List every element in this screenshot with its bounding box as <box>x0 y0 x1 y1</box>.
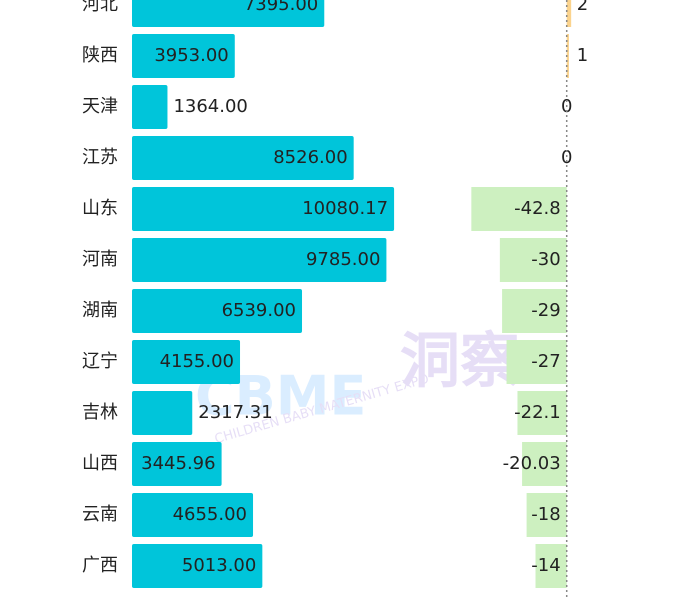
value-label: 4155.00 <box>160 351 234 372</box>
bar <box>132 289 303 333</box>
value-label: -22.1 <box>514 402 561 423</box>
bar <box>132 391 193 435</box>
value-label: 5013.00 <box>182 555 256 576</box>
bar <box>566 0 572 27</box>
bar <box>132 34 235 78</box>
bar <box>499 238 567 282</box>
bar <box>132 442 222 486</box>
value-label: 9785.00 <box>306 249 380 270</box>
category-label: 江苏 <box>82 147 118 168</box>
value-label: 8526.00 <box>273 147 347 168</box>
category-label: 广西 <box>82 555 118 576</box>
bar <box>132 0 325 27</box>
bar <box>132 136 354 180</box>
bar <box>502 289 567 333</box>
bar <box>132 85 168 129</box>
value-label: 3953.00 <box>154 45 228 66</box>
value-label: -18 <box>531 504 560 525</box>
bar <box>566 34 569 78</box>
category-label: 辽宁 <box>82 351 118 372</box>
bar <box>471 187 567 231</box>
value-label: 2317.31 <box>198 402 272 423</box>
value-label: 0 <box>561 147 572 168</box>
value-label: -29 <box>531 300 560 321</box>
bar <box>132 493 254 537</box>
value-label: 6539.00 <box>222 300 296 321</box>
category-label: 陕西 <box>82 45 118 66</box>
category-label: 河南 <box>82 249 118 270</box>
value-label: 1 <box>577 45 588 66</box>
bar <box>132 340 241 384</box>
value-label: -20.03 <box>503 453 561 474</box>
category-label: 吉林 <box>82 402 118 423</box>
value-label: 1364.00 <box>173 96 247 117</box>
category-label: 天津 <box>82 96 118 117</box>
value-label: 7395.00 <box>244 0 318 15</box>
bar <box>132 238 387 282</box>
value-label: 3445.96 <box>141 453 215 474</box>
bar <box>132 187 395 231</box>
value-label: -42.8 <box>514 198 561 219</box>
value-label: -27 <box>531 351 560 372</box>
value-label: 2 <box>577 0 588 15</box>
watermark-brand: 洞察 <box>400 327 520 397</box>
bar <box>517 391 567 435</box>
value-label: -14 <box>531 555 560 576</box>
bar <box>132 544 263 588</box>
category-label: 湖南 <box>82 300 118 321</box>
watermark: CBME 洞察 CHILDREN BABY MATERNITY EXPO <box>195 327 520 448</box>
category-label: 河北 <box>82 0 118 15</box>
bar <box>522 442 567 486</box>
category-label: 山西 <box>82 453 118 474</box>
category-label: 山东 <box>82 198 118 219</box>
bar <box>506 340 567 384</box>
bar <box>526 493 567 537</box>
value-label: 4655.00 <box>173 504 247 525</box>
value-label: -30 <box>531 249 560 270</box>
bar <box>535 544 567 588</box>
category-label: 云南 <box>82 504 118 525</box>
value-label: 10080.17 <box>302 198 388 219</box>
